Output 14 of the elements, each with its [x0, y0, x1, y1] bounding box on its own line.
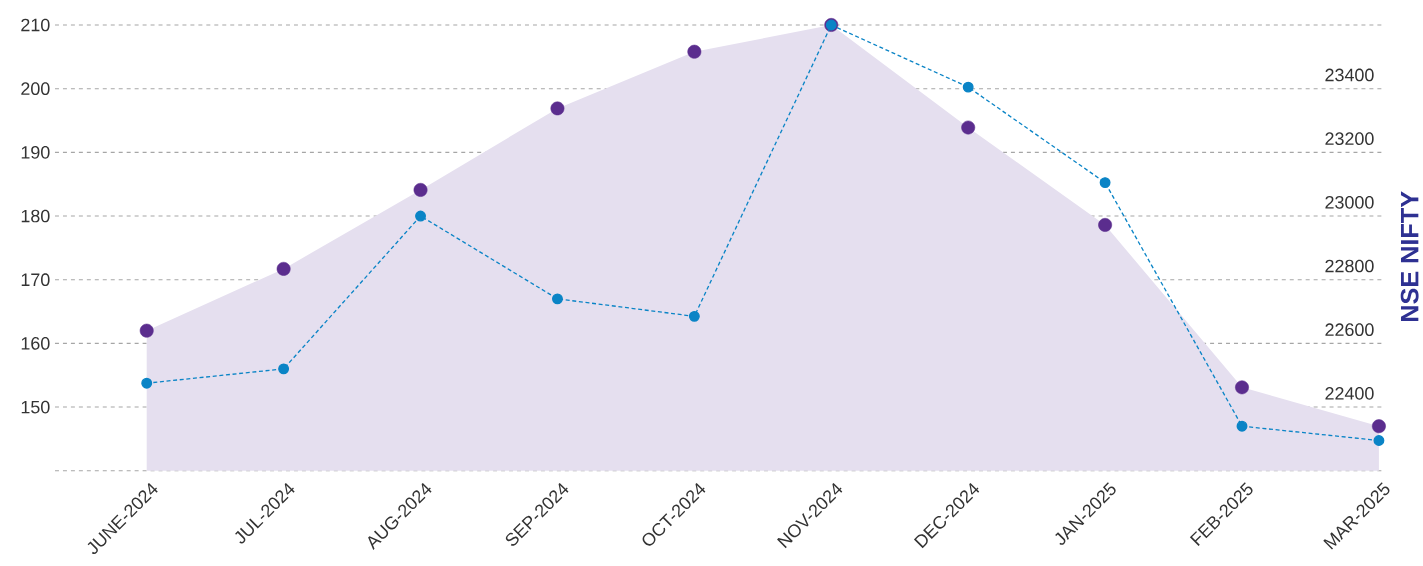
y2-axis-title: NSE NIFTY — [1400, 191, 1419, 322]
y2-tick-label: 22600 — [1325, 323, 1374, 337]
y-tick-label: 180 — [21, 209, 50, 223]
y2-tick-label: 23000 — [1325, 196, 1374, 209]
y-tick-label: 160 — [21, 337, 50, 350]
y2-tick-label: 22800 — [1325, 259, 1374, 273]
y2-tick-label: 23400 — [1325, 68, 1374, 82]
y2-tick-label: 22400 — [1325, 387, 1374, 400]
y-tick-label: 210 — [21, 18, 50, 32]
y-tick-label: 200 — [21, 82, 50, 96]
y-tick-label: 170 — [21, 273, 50, 287]
y-tick-label: 150 — [21, 400, 50, 414]
y2-tick-label: 23200 — [1325, 132, 1374, 146]
y-tick-label: 190 — [21, 146, 50, 159]
